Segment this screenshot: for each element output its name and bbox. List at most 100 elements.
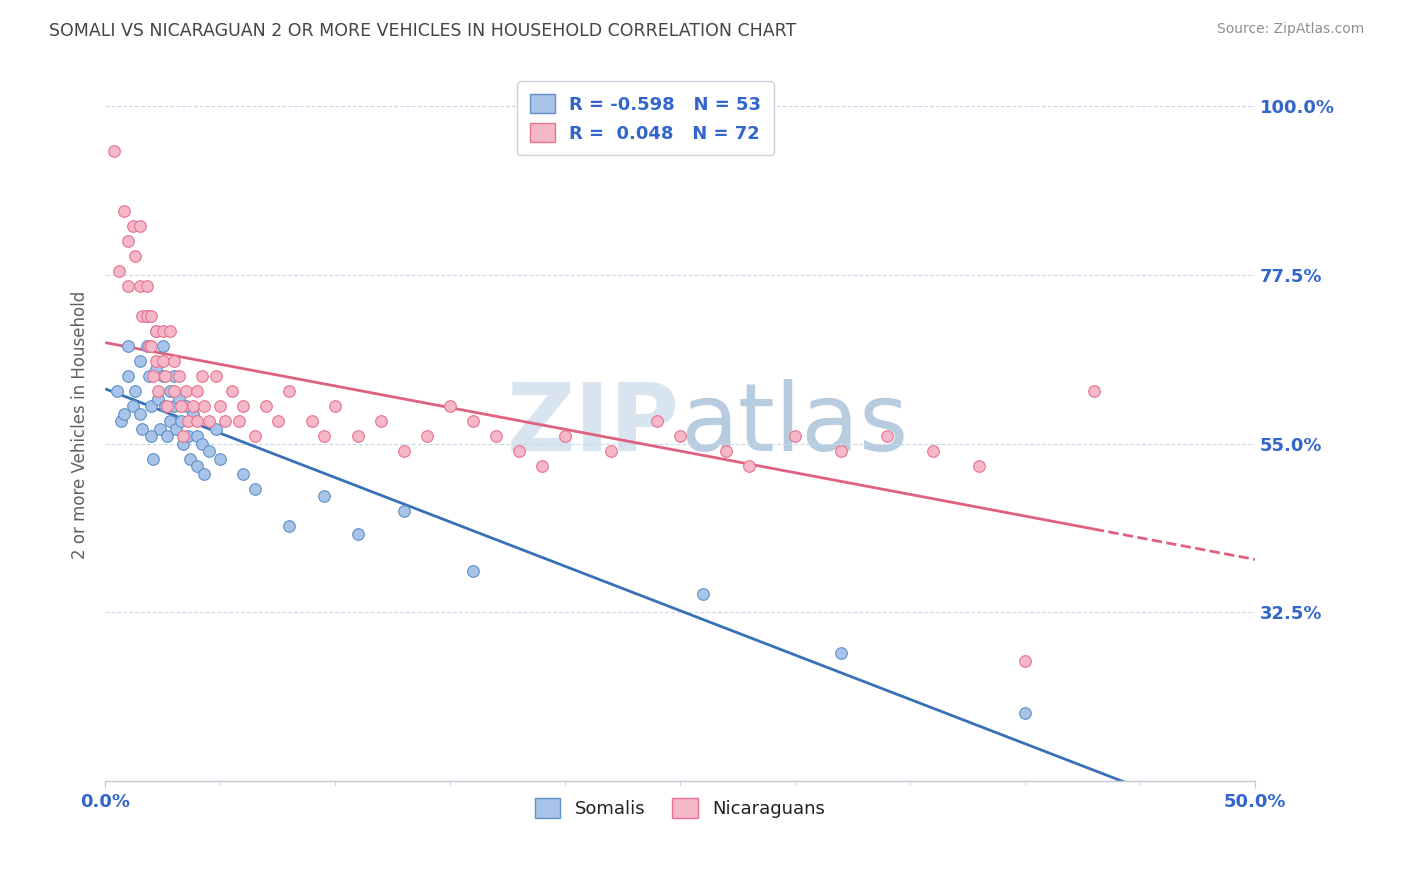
Point: [554, 429, 576, 443]
Point: [163, 399, 186, 413]
Point: [152, 369, 174, 384]
Point: [124, 249, 146, 263]
Point: [159, 384, 181, 398]
Point: [145, 354, 167, 368]
Legend: Somalis, Nicaraguans: Somalis, Nicaraguans: [527, 791, 832, 825]
Point: [172, 429, 194, 443]
Point: [152, 354, 174, 368]
Point: [181, 407, 204, 421]
Point: [153, 399, 176, 413]
Point: [112, 204, 135, 219]
Text: ZIP: ZIP: [508, 379, 681, 471]
Point: [170, 414, 193, 428]
Point: [153, 369, 176, 384]
Point: [228, 414, 250, 428]
Point: [193, 399, 215, 413]
Point: [146, 392, 169, 406]
Point: [347, 429, 370, 443]
Point: [159, 414, 181, 428]
Point: [121, 399, 143, 413]
Point: [830, 647, 852, 661]
Point: [141, 339, 163, 353]
Point: [204, 421, 226, 435]
Point: [131, 309, 153, 323]
Point: [112, 407, 135, 421]
Point: [174, 399, 197, 413]
Point: [174, 384, 197, 398]
Point: [159, 324, 181, 338]
Point: [186, 414, 208, 428]
Point: [131, 421, 153, 435]
Point: [108, 264, 131, 278]
Point: [145, 361, 167, 376]
Point: [392, 444, 415, 458]
Point: [186, 384, 208, 398]
Point: [278, 519, 301, 533]
Point: [121, 219, 143, 233]
Point: [266, 414, 288, 428]
Point: [439, 399, 461, 413]
Point: [167, 392, 190, 406]
Point: [301, 414, 323, 428]
Point: [197, 414, 219, 428]
Point: [531, 458, 554, 473]
Point: [163, 369, 186, 384]
Point: [209, 451, 232, 466]
Point: [209, 399, 232, 413]
Point: [232, 467, 254, 481]
Point: [117, 279, 139, 293]
Point: [117, 369, 139, 384]
Point: [128, 407, 150, 421]
Point: [600, 444, 623, 458]
Point: [191, 436, 214, 450]
Point: [645, 414, 668, 428]
Point: [485, 429, 508, 443]
Point: [179, 451, 201, 466]
Point: [186, 458, 208, 473]
Point: [1083, 384, 1105, 398]
Point: [167, 369, 190, 384]
Point: [145, 324, 167, 338]
Point: [163, 354, 186, 368]
Point: [738, 458, 761, 473]
Point: [323, 399, 346, 413]
Point: [128, 354, 150, 368]
Point: [141, 429, 163, 443]
Point: [783, 429, 806, 443]
Point: [312, 489, 335, 503]
Point: [461, 564, 484, 578]
Text: Source: ZipAtlas.com: Source: ZipAtlas.com: [1216, 22, 1364, 37]
Point: [128, 219, 150, 233]
Point: [142, 451, 165, 466]
Point: [128, 279, 150, 293]
Point: [254, 399, 277, 413]
Point: [193, 467, 215, 481]
Point: [508, 444, 530, 458]
Point: [117, 234, 139, 248]
Point: [278, 384, 301, 398]
Point: [138, 369, 160, 384]
Point: [392, 504, 415, 518]
Point: [141, 309, 163, 323]
Point: [117, 339, 139, 353]
Point: [156, 399, 179, 413]
Point: [135, 339, 157, 353]
Point: [138, 339, 160, 353]
Point: [103, 144, 125, 158]
Point: [243, 429, 266, 443]
Point: [221, 384, 243, 398]
Point: [876, 429, 898, 443]
Point: [172, 436, 194, 450]
Point: [105, 384, 128, 398]
Point: [166, 421, 188, 435]
Point: [177, 429, 200, 443]
Point: [135, 279, 157, 293]
Point: [669, 429, 692, 443]
Point: [830, 444, 852, 458]
Text: SOMALI VS NICARAGUAN 2 OR MORE VEHICLES IN HOUSEHOLD CORRELATION CHART: SOMALI VS NICARAGUAN 2 OR MORE VEHICLES …: [49, 22, 796, 40]
Point: [214, 414, 236, 428]
Point: [204, 369, 226, 384]
Point: [312, 429, 335, 443]
Point: [152, 339, 174, 353]
Point: [416, 429, 439, 443]
